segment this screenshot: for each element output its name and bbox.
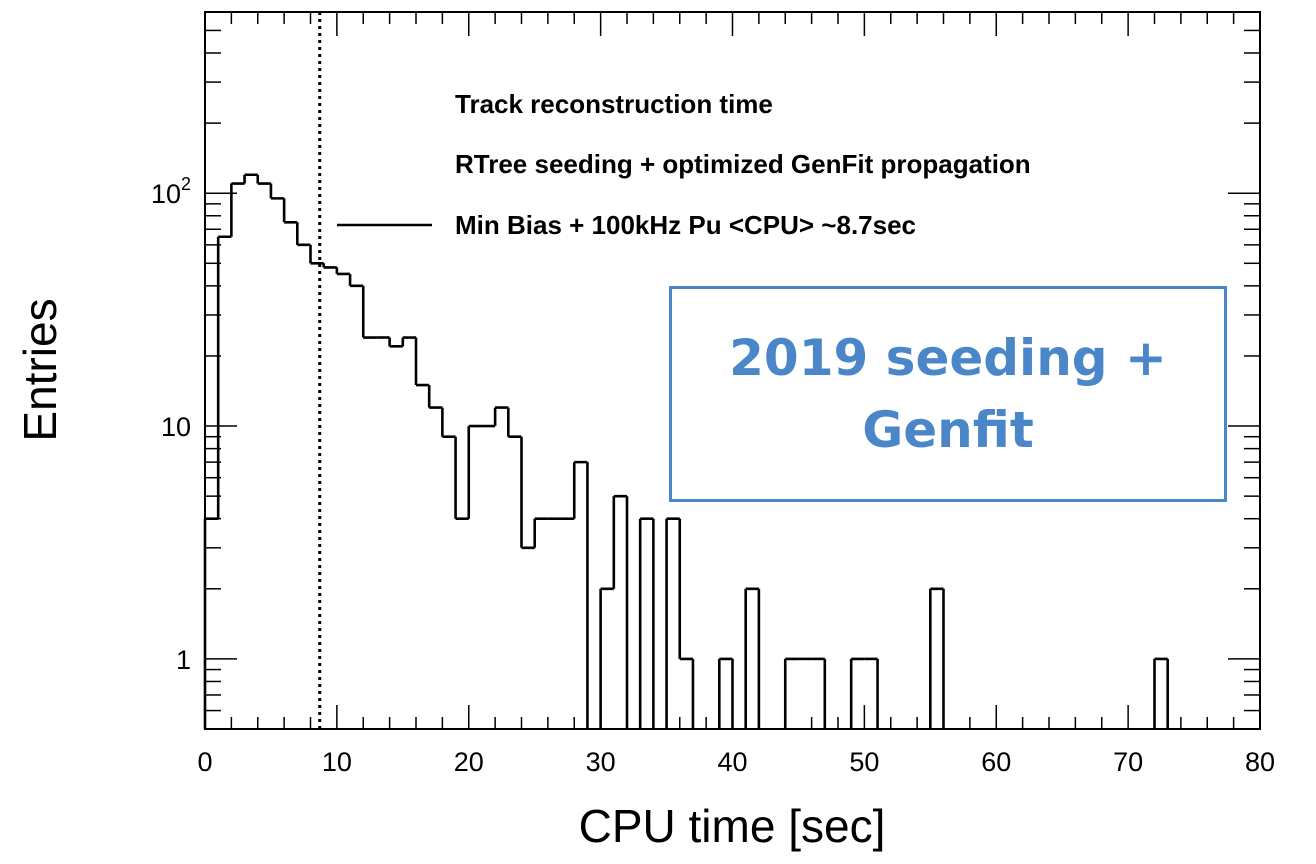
histogram-bin [678,518,693,661]
histogram-bin [520,436,535,550]
x-tick-labels: 0 10 20 30 40 50 60 70 80 [197,747,1275,777]
x-tick-label: 40 [717,747,747,777]
x-tick-label: 60 [981,747,1011,777]
histogram-bin [849,657,865,729]
histogram-bin [216,235,232,519]
histogram-bin [203,517,219,729]
histogram-bin [309,244,324,265]
histogram-bin [718,657,733,729]
histogram-bin [744,587,759,729]
histogram-bin [256,174,271,185]
histogram-bin [1153,657,1168,729]
histogram-bin [467,424,482,519]
x-tick-label: 70 [1113,747,1143,777]
histogram-bin [929,587,944,729]
axis-ticks [204,11,1261,730]
x-tick-label: 80 [1245,747,1275,777]
histogram-bin [348,273,364,288]
histogram-bin [572,460,588,519]
x-tick-label: 20 [454,747,484,777]
x-axis-title: CPU time [sec] [579,800,886,852]
y-tick-label: 10 [161,412,191,442]
x-tick-label: 0 [197,747,212,777]
histogram-bin [388,337,403,348]
histogram-bin [493,406,509,427]
x-tick-label: 50 [849,747,879,777]
histogram-bin [454,436,469,521]
histogram-bin [335,267,351,276]
histogram-bin [427,385,443,409]
y-tick-label: 1 [176,645,191,675]
x-tick-label: 30 [586,747,616,777]
histogram-bin [282,198,298,224]
annotation-line-2: Genfit [862,401,1034,459]
histogram-bin [296,222,311,247]
y-axis-title: Entries [14,298,66,441]
histogram-bin [441,407,456,439]
histogram-bin [243,173,258,184]
y-tick-label: 102 [151,174,191,209]
histogram-bin [401,336,416,347]
histogram-bin [230,182,245,237]
legend-entry-label: Min Bias + 100kHz Pu <CPU> ~8.7sec [455,210,916,240]
histogram-bin [414,337,430,387]
annotation-box: 2019 seeding + Genfit [669,286,1227,502]
y-tick-labels: 1 10 102 [151,174,191,675]
histogram-bin [599,587,614,729]
x-tick-label: 10 [322,747,352,777]
histogram-bin [665,517,680,729]
legend-line-1: Track reconstruction time [455,89,773,119]
histogram-bin [783,657,799,729]
legend-line-2: RTree seeding + optimized GenFit propaga… [455,149,1031,179]
annotation-line-1: 2019 seeding + [729,328,1167,387]
histogram-bin [269,183,285,200]
histogram-bin [322,263,337,269]
histogram-bin [533,517,548,548]
histogram-bin [638,517,654,729]
histogram-series [203,173,1169,729]
histogram-bin [612,494,627,589]
histogram-bin [361,285,377,339]
histogram-bin [507,407,522,439]
